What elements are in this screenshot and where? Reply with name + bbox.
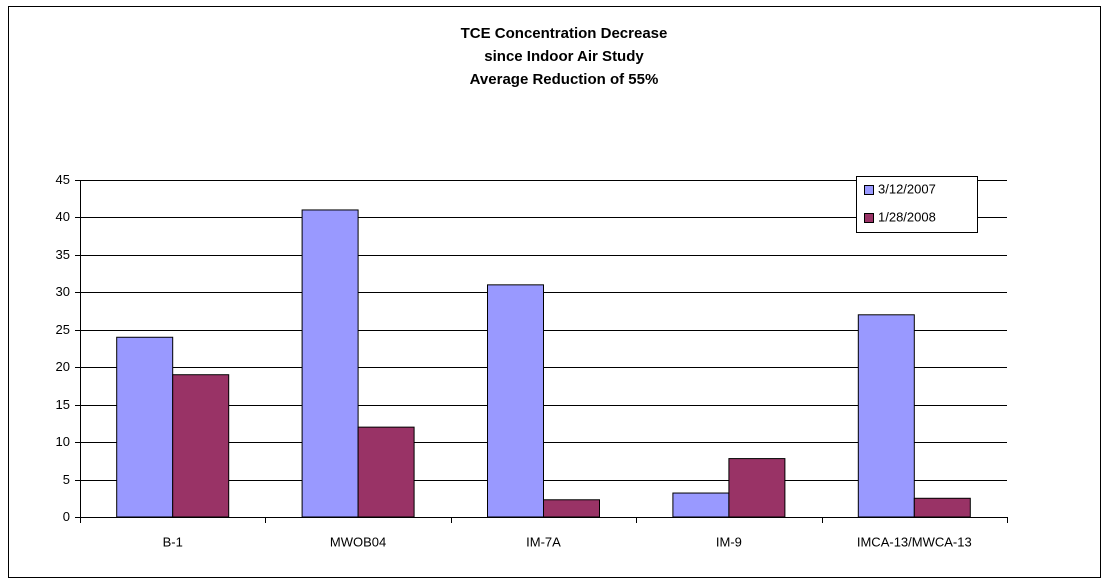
chart-title: TCE Concentration Decrease — [461, 25, 668, 42]
y-tick-label: 5 — [63, 472, 70, 487]
bar — [913, 497, 971, 518]
chart-title: Average Reduction of 55% — [470, 71, 659, 88]
y-tick-label: 15 — [56, 397, 70, 412]
bar — [487, 284, 544, 518]
y-tick-label: 40 — [56, 209, 70, 224]
bar — [857, 314, 915, 518]
legend-label: 3/12/2007 — [878, 181, 936, 196]
legend-box — [856, 176, 978, 233]
legend-swatch — [864, 213, 874, 223]
x-tick-label: IM-9 — [716, 534, 742, 549]
bar — [357, 426, 415, 518]
y-tick-label: 10 — [56, 434, 70, 449]
bar — [672, 492, 730, 518]
bar — [728, 458, 786, 518]
y-tick-label: 25 — [56, 322, 70, 337]
chart-title: since Indoor Air Study — [484, 48, 644, 65]
y-tick-label: 30 — [56, 284, 70, 299]
bar — [543, 499, 600, 518]
x-tick-label: IM-7A — [526, 534, 561, 549]
y-tick-label: 20 — [56, 359, 70, 374]
y-tick-label: 35 — [56, 247, 70, 262]
legend-swatch — [864, 185, 874, 195]
x-tick-label: MWOB04 — [330, 534, 386, 549]
x-tick-label: B-1 — [163, 534, 183, 549]
bar — [116, 336, 174, 518]
bar — [301, 209, 359, 518]
y-tick-label: 45 — [56, 172, 70, 187]
y-tick-label: 0 — [63, 509, 70, 524]
legend-label: 1/28/2008 — [878, 209, 936, 224]
x-tick-label: IMCA-13/MWCA-13 — [857, 534, 972, 549]
bar — [172, 374, 230, 518]
